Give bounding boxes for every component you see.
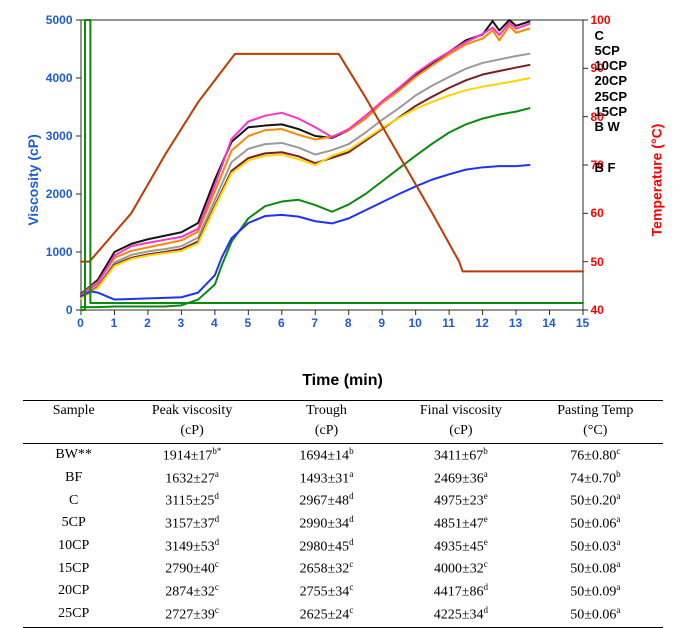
table-cell: 50±0.06a bbox=[528, 603, 662, 628]
table-cell: 3411±67b bbox=[394, 444, 528, 467]
table-cell: 2990±34d bbox=[259, 512, 393, 535]
table-cell: 74±0.70b bbox=[528, 467, 662, 490]
table-row: C3115±25d2967±48d4975±23e50±0.20a bbox=[23, 489, 663, 512]
table-cell: C bbox=[23, 489, 125, 512]
col-sample: Sample bbox=[23, 401, 125, 422]
col-trough-sub: (cP) bbox=[259, 421, 393, 444]
table-cell: 50±0.06a bbox=[528, 512, 662, 535]
table-cell: 20CP bbox=[23, 580, 125, 603]
table-cell: 2755±34c bbox=[259, 580, 393, 603]
figure: Viscosity (cP) Temperature (°C) 01000200… bbox=[0, 10, 685, 628]
table-row: 5CP3157±37d2990±34d4851±47e50±0.06a bbox=[23, 512, 663, 535]
table-cell: 2980±45d bbox=[259, 535, 393, 558]
table-cell: 10CP bbox=[23, 535, 125, 558]
table-cell: 2874±32c bbox=[125, 580, 259, 603]
table-cell: 1694±14b bbox=[259, 444, 393, 467]
table-cell: 50±0.20a bbox=[528, 489, 662, 512]
col-peak-sub: (cP) bbox=[125, 421, 259, 444]
table-cell: 1632±27a bbox=[125, 467, 259, 490]
table-cell: 4975±23e bbox=[394, 489, 528, 512]
table-cell: 3157±37d bbox=[125, 512, 259, 535]
table-cell: 2658±32c bbox=[259, 557, 393, 580]
col-final-sub: (cP) bbox=[394, 421, 528, 444]
table-row: BW**1914±17b*1694±14b3411±67b76±0.80c bbox=[23, 444, 663, 467]
table-cell: 2790±40c bbox=[125, 557, 259, 580]
table-cell: 5CP bbox=[23, 512, 125, 535]
table-cell: 1493±31a bbox=[259, 467, 393, 490]
table-row: 20CP2874±32c2755±34c4417±86d50±0.09a bbox=[23, 580, 663, 603]
table-cell: 2625±24c bbox=[259, 603, 393, 628]
viscosity-table: Sample Peak viscosity Trough Final visco… bbox=[23, 400, 663, 628]
table-cell: 4000±32c bbox=[394, 557, 528, 580]
chart-area: Viscosity (cP) Temperature (°C) 01000200… bbox=[23, 10, 663, 370]
table-cell: BW** bbox=[23, 444, 125, 467]
table-cell: 15CP bbox=[23, 557, 125, 580]
table-cell: 3149±53d bbox=[125, 535, 259, 558]
table-row: BF1632±27a1493±31a2469±36a74±0.70b bbox=[23, 467, 663, 490]
table-cell: 1914±17b* bbox=[125, 444, 259, 467]
col-sample-sub bbox=[23, 421, 125, 444]
table-cell: 2727±39c bbox=[125, 603, 259, 628]
table-cell: 3115±25d bbox=[125, 489, 259, 512]
x-axis-title: Time (min) bbox=[0, 372, 685, 390]
table-cell: 25CP bbox=[23, 603, 125, 628]
table-cell: 50±0.03a bbox=[528, 535, 662, 558]
table-cell: 50±0.08a bbox=[528, 557, 662, 580]
table-cell: 4225±34d bbox=[394, 603, 528, 628]
table-cell: 50±0.09a bbox=[528, 580, 662, 603]
table-cell: 2469±36a bbox=[394, 467, 528, 490]
table-row: 10CP3149±53d2980±45d4935±45e50±0.03a bbox=[23, 535, 663, 558]
table-cell: 76±0.80c bbox=[528, 444, 662, 467]
table-row: 15CP2790±40c2658±32c4000±32c50±0.08a bbox=[23, 557, 663, 580]
col-pasting-sub: (°C) bbox=[528, 421, 662, 444]
col-trough: Trough bbox=[259, 401, 393, 422]
table-cell: 4851±47e bbox=[394, 512, 528, 535]
line-chart bbox=[23, 10, 663, 370]
table-cell: BF bbox=[23, 467, 125, 490]
table-row: 25CP2727±39c2625±24c4225±34d50±0.06a bbox=[23, 603, 663, 628]
col-pasting: Pasting Temp bbox=[528, 401, 662, 422]
table-cell: 4935±45e bbox=[394, 535, 528, 558]
table-cell: 4417±86d bbox=[394, 580, 528, 603]
col-final: Final viscosity bbox=[394, 401, 528, 422]
table-cell: 2967±48d bbox=[259, 489, 393, 512]
col-peak: Peak viscosity bbox=[125, 401, 259, 422]
